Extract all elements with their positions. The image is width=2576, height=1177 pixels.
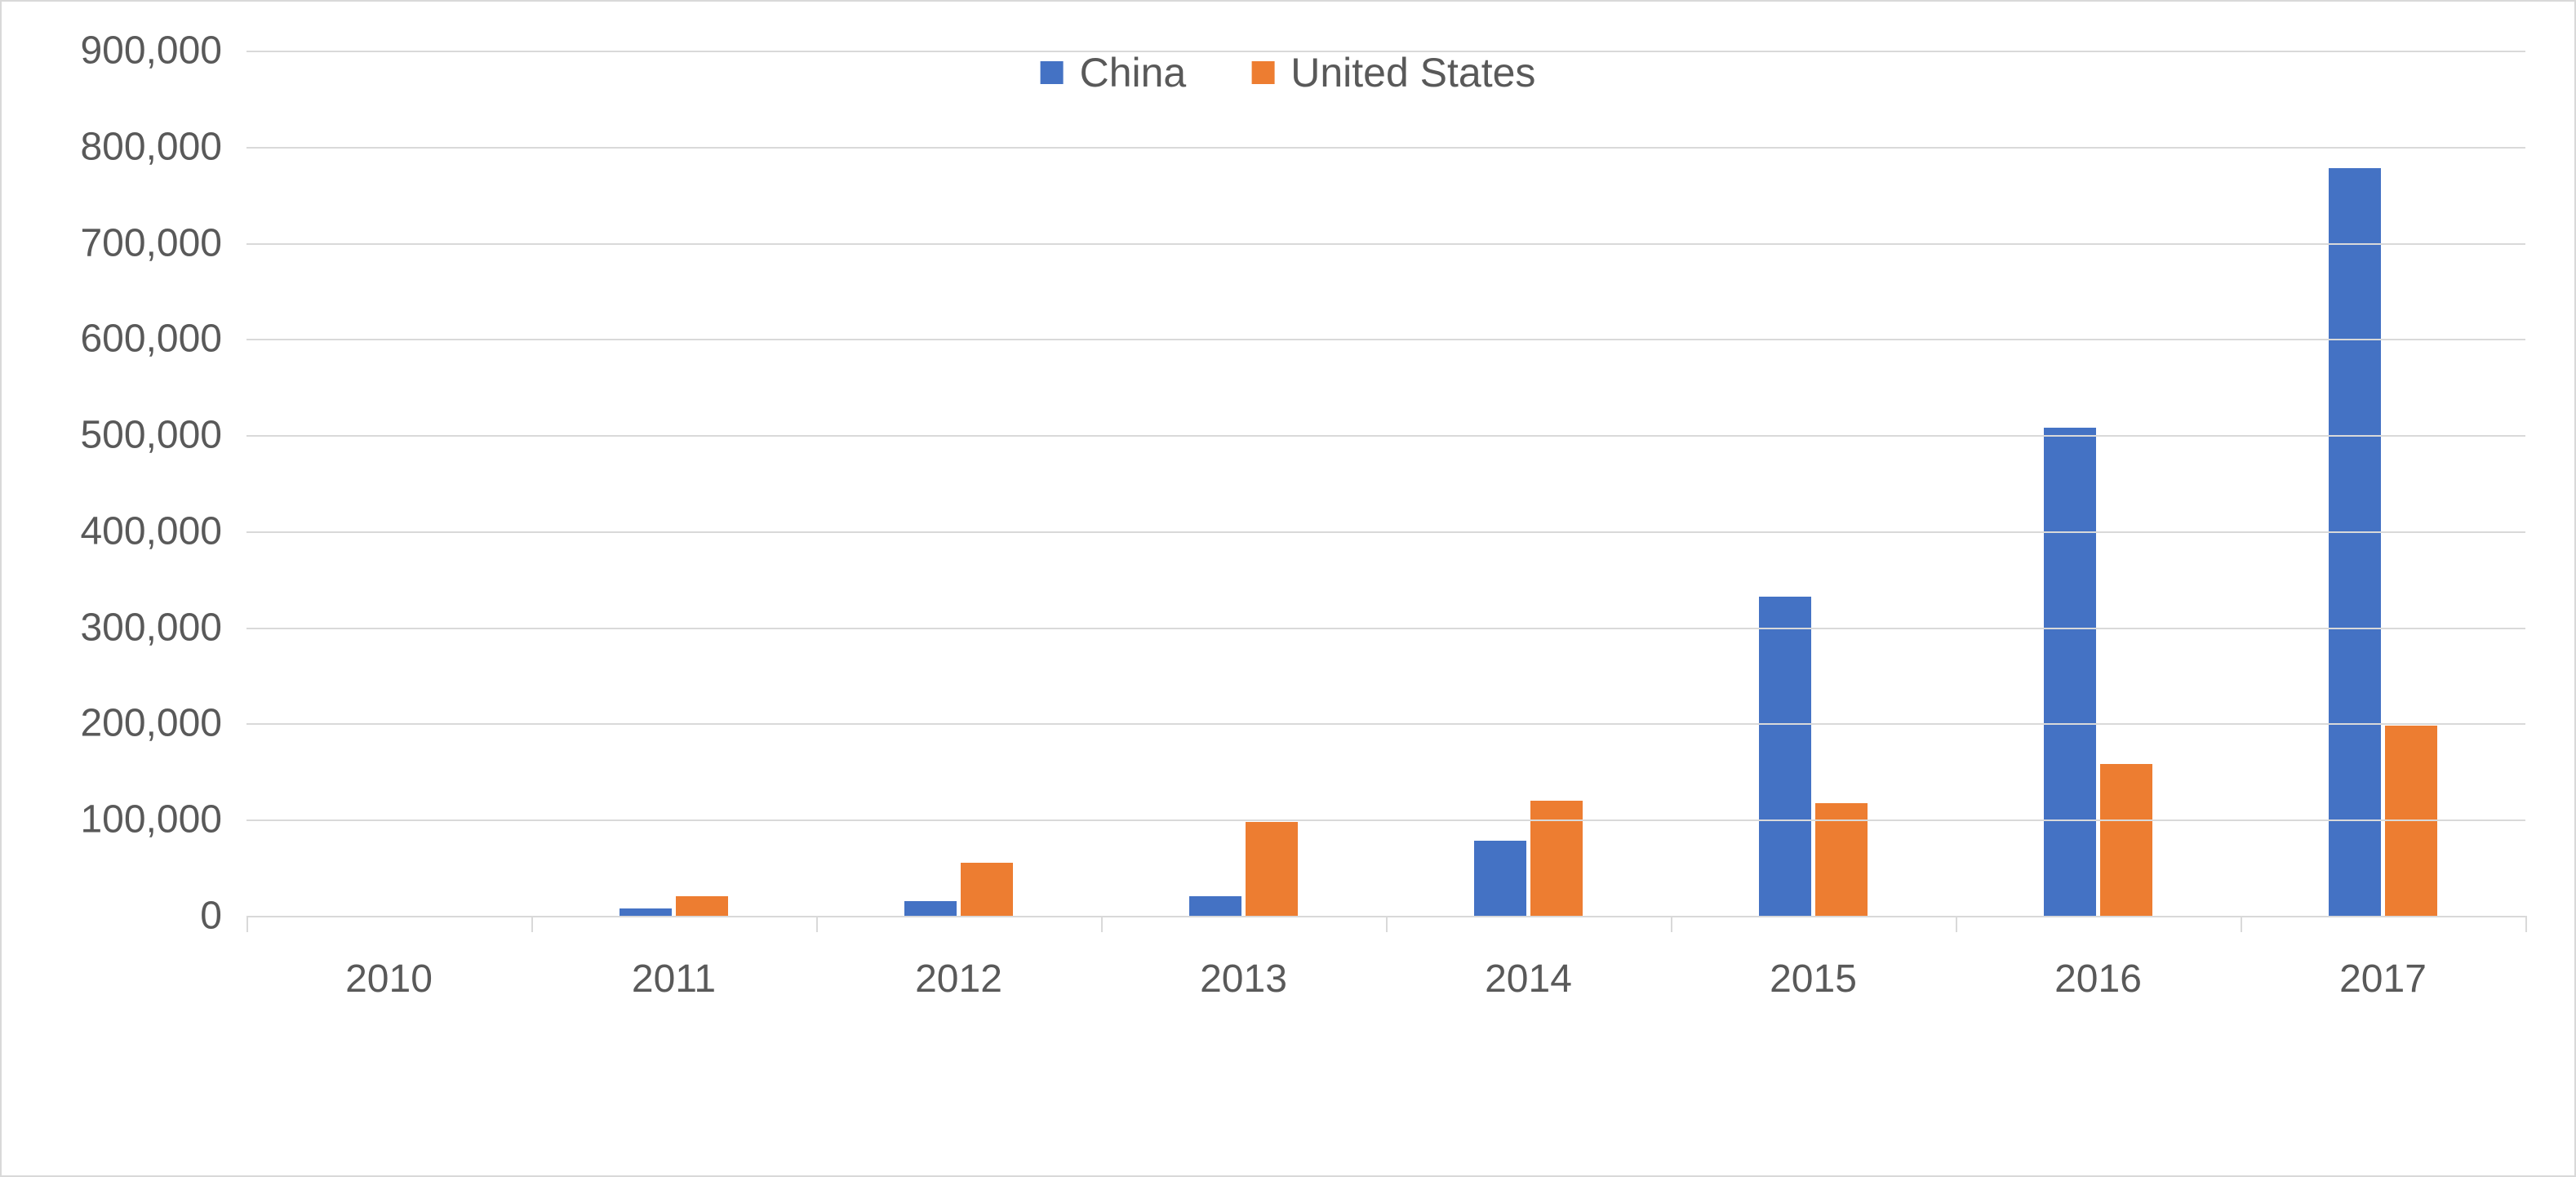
y-tick-label: 300,000 [80,605,222,650]
x-tick-label: 2014 [1485,957,1572,1002]
x-tick-mark [2241,916,2242,932]
bar [1759,597,1811,916]
gridline [246,819,2525,821]
x-tick-mark [531,916,533,932]
gridline [246,435,2525,437]
x-tick-mark [2525,916,2527,932]
y-tick-label: 600,000 [80,317,222,362]
y-tick-label: 700,000 [80,220,222,265]
x-tick-label: 2011 [632,957,716,1002]
x-tick-mark [816,916,818,932]
bar [2044,428,2096,916]
x-tick-mark [1101,916,1103,932]
bar [1246,822,1298,916]
x-tick-label: 2010 [345,957,433,1002]
bar [1530,801,1583,916]
bar [620,908,672,916]
x-axis: 2010 2011 2012 2013 2014 2015 2016 2017 [246,932,2525,1030]
gridline [246,628,2525,629]
y-tick-label: 500,000 [80,413,222,458]
gridline [246,339,2525,340]
bar [1474,841,1526,916]
x-tick-label: 2012 [915,957,1002,1002]
gridline [246,147,2525,149]
gridline [246,51,2525,52]
bar [676,896,728,916]
x-tick-label: 2017 [2339,957,2427,1002]
y-tick-label: 400,000 [80,509,222,553]
gridline [246,723,2525,725]
x-tick-mark [1386,916,1388,932]
bar [2329,168,2381,916]
bar [1189,896,1241,916]
gridline [246,531,2525,533]
x-tick-label: 2016 [2054,957,2142,1002]
bar [2100,764,2152,916]
x-tick-mark [1671,916,1672,932]
y-tick-label: 0 [200,894,222,939]
chart-container: ChinaUnited States 0100,000200,000300,00… [0,0,2576,1177]
bars-layer [246,51,2525,916]
y-tick-label: 900,000 [80,29,222,73]
x-tick-mark [246,916,248,932]
y-tick-label: 800,000 [80,124,222,169]
x-tick-label: 2013 [1200,957,1287,1002]
plot-area: 0100,000200,000300,000400,000500,000600,… [246,51,2525,917]
x-tick-label: 2015 [1770,957,1857,1002]
bar [904,901,957,916]
y-tick-label: 200,000 [80,701,222,746]
gridline [246,243,2525,245]
bar [961,863,1013,916]
x-tick-mark [1956,916,1957,932]
y-tick-label: 100,000 [80,797,222,842]
